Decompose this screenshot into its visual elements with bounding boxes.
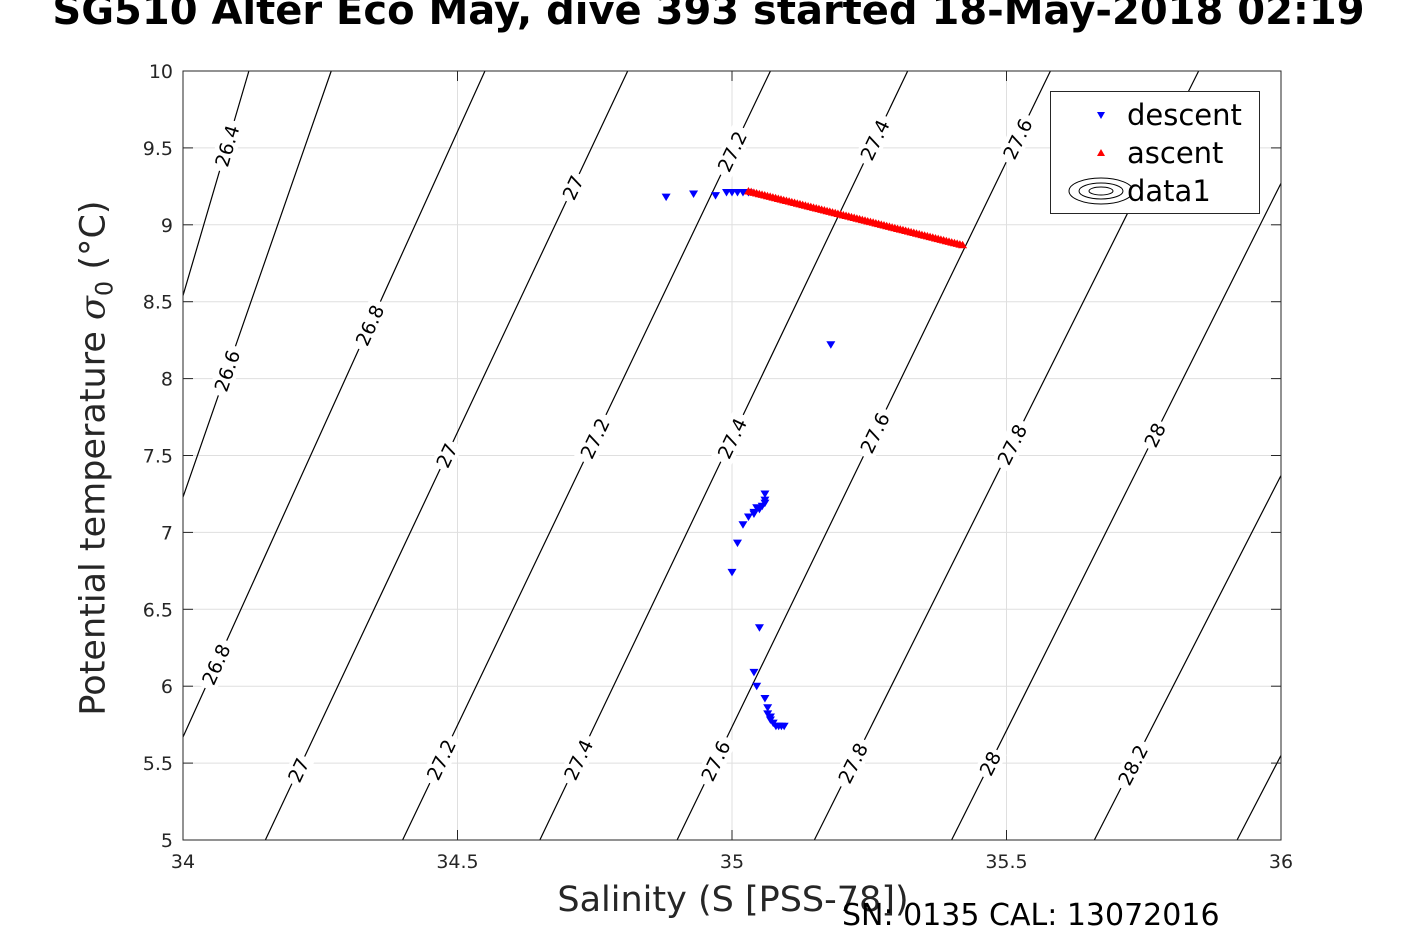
y-axis-label-unit: (°C)	[73, 200, 114, 281]
contour-line-26.8	[182, 70, 486, 738]
y-tick-label: 9.5	[143, 138, 173, 160]
contour-line-28	[951, 183, 1282, 841]
y-tick-label: 5	[161, 830, 173, 852]
contour-label-bg	[853, 404, 896, 462]
contour-label-bg	[710, 123, 754, 180]
legend-ascent-marker	[1097, 149, 1105, 156]
y-axis-label: Potential temperature σ0 (°C)	[74, 200, 119, 715]
descent-point	[760, 695, 770, 703]
descent-point	[760, 499, 770, 508]
descent-point	[727, 568, 737, 577]
descent-point	[763, 704, 773, 712]
contour-label-bg	[209, 117, 245, 174]
legend-descent-label: descent	[1127, 98, 1242, 132]
contour-label-27.4: 27.4	[857, 116, 895, 164]
contour-label-bg	[557, 731, 600, 788]
y-tick-label: 8	[161, 369, 173, 391]
contour-label-27.6: 27.6	[999, 115, 1037, 163]
descent-point	[711, 192, 721, 200]
contour-label-bg	[348, 297, 391, 354]
legend-descent-marker	[1097, 112, 1105, 119]
contour-label-26.6: 26.6	[211, 348, 246, 395]
contour-label-bg	[831, 734, 875, 792]
contour-label-bg	[573, 410, 616, 467]
data-points	[661, 186, 968, 731]
legend-contour-marker	[1068, 177, 1131, 205]
descent-point	[779, 722, 789, 731]
descent-point	[754, 624, 764, 632]
contour-label-26.4: 26.4	[211, 123, 244, 170]
contour-label-27.2: 27.2	[714, 128, 752, 176]
contour-label-bg	[1138, 416, 1172, 454]
contour-label-26.8: 26.8	[352, 302, 390, 350]
contour-label-bg	[281, 751, 315, 789]
contour-label-bg	[556, 169, 590, 206]
descent-point	[732, 539, 742, 548]
legend: descent ascent data1	[1050, 91, 1260, 214]
descent-point	[738, 521, 748, 529]
y-tick-label: 9	[161, 215, 173, 237]
descent-point	[752, 504, 762, 512]
contour-label-bg	[853, 111, 896, 169]
contour-label-bg	[996, 110, 1039, 168]
contour-label-27.4: 27.4	[560, 736, 598, 784]
x-tick-label: 35	[720, 851, 744, 873]
contour-label-bg	[195, 636, 237, 693]
contour-label-27.6: 27.6	[697, 737, 735, 785]
descent-point	[752, 682, 762, 691]
descent-point	[689, 190, 699, 199]
legend-contour-label: data1	[1127, 174, 1211, 208]
contour-label-bg	[990, 416, 1034, 473]
y-axis-label-subscript: 0	[90, 280, 119, 297]
y-tick-label: 10	[149, 61, 173, 83]
contour-label-bg	[430, 437, 463, 474]
contour-label-bg	[710, 410, 754, 467]
y-tick-label: 6.5	[143, 599, 173, 621]
y-axis-label-symbol: σ	[73, 296, 114, 320]
contour-label-28.2: 28.2	[1114, 742, 1153, 790]
x-axis-label: Salinity (S [PSS-78])	[557, 880, 909, 920]
legend-entry-ascent: ascent	[1051, 134, 1259, 172]
y-tick-label: 7.5	[143, 446, 173, 468]
x-tick-label: 36	[1269, 851, 1293, 873]
legend-entry-descent: descent	[1051, 96, 1259, 134]
descent-point	[743, 513, 753, 522]
chart-title: SG510 Alter Eco May, dive 393 started 18…	[52, 0, 1365, 34]
contour-label-bg	[973, 745, 1007, 782]
contour-label-bg	[1111, 736, 1155, 794]
contour-line-26.6	[182, 70, 332, 498]
axis-ticks: 34 34.5 35 35.5 36 5 5.5 6 6.5 7 7.5 8 8.5 9 9.5 10	[143, 61, 1293, 873]
contour-label-27.8: 27.8	[994, 421, 1033, 469]
x-tick-label: 34	[171, 851, 195, 873]
density-contours: 26.426.626.626.826.826.827272727.227.227…	[182, 70, 1282, 841]
descent-point	[749, 668, 759, 677]
descent-point	[826, 341, 836, 349]
x-tick-label: 35.5	[985, 851, 1027, 873]
ascent-point	[958, 240, 968, 249]
y-tick-label: 6	[161, 676, 173, 698]
serial-calibration-note: SN: 0135 CAL: 13072016	[842, 898, 1220, 933]
descent-point	[760, 490, 770, 498]
descent-point	[749, 510, 759, 518]
contour-line-26.4	[182, 70, 250, 296]
contour-label-27.2: 27.2	[423, 736, 461, 784]
contour-label-bg	[207, 342, 246, 399]
y-tick-label: 5.5	[143, 753, 173, 775]
contour-label-27.6: 27.6	[857, 409, 895, 457]
contour-label-bg	[694, 732, 737, 790]
y-tick-label: 7	[161, 522, 173, 544]
contour-label-bg	[419, 731, 463, 788]
x-tick-label: 34.5	[436, 851, 478, 873]
contour-label-26.8: 26.8	[198, 641, 236, 689]
descent-point	[661, 193, 671, 202]
legend-entry-contour: data1	[1051, 172, 1259, 210]
y-axis-label-text: Potential temperature	[73, 319, 114, 716]
contour-line-28.4	[1236, 755, 1282, 841]
legend-ascent-label: ascent	[1127, 136, 1224, 170]
y-tick-label: 8.5	[143, 292, 173, 314]
